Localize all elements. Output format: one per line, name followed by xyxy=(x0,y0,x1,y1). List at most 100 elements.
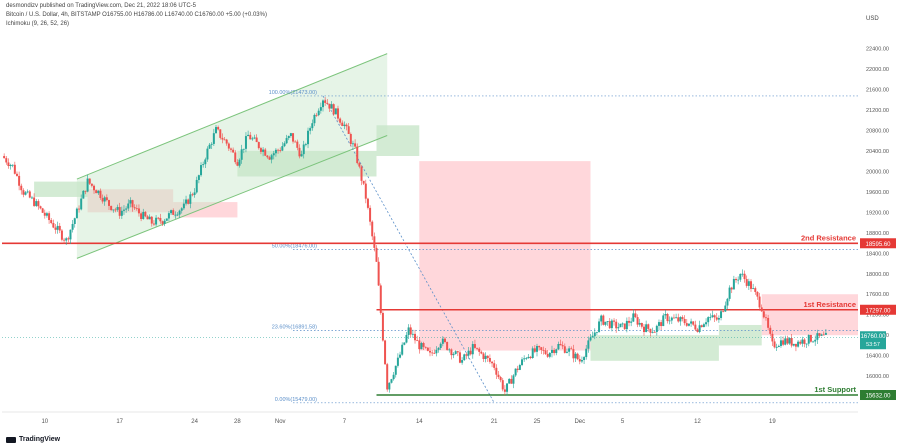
candle-body xyxy=(426,347,429,351)
candle-body xyxy=(717,317,720,320)
candle-body xyxy=(634,313,637,318)
candle-body xyxy=(514,368,517,376)
candle-body xyxy=(358,163,361,167)
candle-body xyxy=(495,367,498,375)
candle-body xyxy=(15,173,18,176)
candle-body xyxy=(65,238,68,241)
ichimoku-cloud xyxy=(34,125,858,361)
candle-body xyxy=(414,333,417,341)
candle-body xyxy=(649,328,652,333)
candle-body xyxy=(595,331,598,333)
candle-body xyxy=(242,148,245,150)
candle-body xyxy=(752,288,755,289)
candle-body xyxy=(638,322,641,325)
candle-body xyxy=(790,338,793,346)
candle-body xyxy=(223,139,226,141)
candle-body xyxy=(557,344,560,350)
candle-body xyxy=(764,317,767,319)
candle-body xyxy=(262,149,265,152)
candle-body xyxy=(122,209,125,211)
support-resistance-levels: 2nd Resistance 1st Resistance 1st Support xyxy=(2,233,858,396)
candle-body xyxy=(9,165,12,167)
candle-body xyxy=(129,200,132,204)
candle-body xyxy=(360,166,363,181)
candle-body xyxy=(84,190,87,192)
candle-body xyxy=(493,363,496,368)
x-tick-label: Nov xyxy=(275,419,286,425)
level-badge xyxy=(860,304,896,315)
candle-body xyxy=(255,137,258,143)
candle-body xyxy=(251,138,254,140)
candle-body xyxy=(349,133,352,145)
candle-body xyxy=(675,317,678,319)
candle-body xyxy=(600,315,603,322)
candle-body xyxy=(486,355,489,359)
candle-body xyxy=(465,354,468,356)
level-badge-text: 18595.60 xyxy=(865,242,891,248)
cloud-segment xyxy=(718,324,762,346)
candle-body xyxy=(296,141,299,148)
candle-body xyxy=(45,213,48,216)
candle-body xyxy=(521,359,524,366)
fib-trend-line xyxy=(322,95,495,404)
y-tick-label: 16400.00 xyxy=(866,354,889,360)
candle-body xyxy=(28,191,31,198)
candle-body xyxy=(473,344,476,348)
candle-body xyxy=(232,149,235,153)
candle-body xyxy=(531,348,534,358)
candle-body xyxy=(702,324,705,328)
level-name: 2nd Resistance xyxy=(801,233,856,242)
candle-body xyxy=(396,357,399,366)
candle-body xyxy=(364,183,367,199)
candle-body xyxy=(672,317,675,319)
candle-body xyxy=(758,296,761,308)
candle-body xyxy=(110,205,113,211)
candle-body xyxy=(728,287,731,299)
candle-body xyxy=(152,223,155,225)
candle-body xyxy=(127,203,130,209)
candle-body xyxy=(700,325,703,328)
candle-body xyxy=(39,206,42,209)
candle-body xyxy=(18,175,21,186)
candle-body xyxy=(285,138,288,144)
candle-body xyxy=(401,344,404,355)
candle-body xyxy=(236,162,239,166)
candle-body xyxy=(300,154,303,157)
candle-body xyxy=(797,341,800,347)
candle-body xyxy=(351,143,354,145)
time-axis: 10 17 24 28 Nov 7 14 21 25 Dec 5 12 19 xyxy=(2,411,858,425)
candle-body xyxy=(315,114,318,116)
candle-body xyxy=(563,346,566,353)
candle-body xyxy=(409,327,412,335)
candle-body xyxy=(794,343,797,347)
currency-label: USD xyxy=(866,16,879,22)
candle-body xyxy=(591,336,594,338)
candle-body xyxy=(722,311,725,313)
x-tick-label: 24 xyxy=(191,419,198,425)
candle-body xyxy=(103,197,106,202)
candle-body xyxy=(244,136,247,149)
candle-body xyxy=(803,339,806,344)
candle-body xyxy=(478,348,481,352)
candle-body xyxy=(657,322,660,326)
candle-body xyxy=(452,353,455,356)
candle-body xyxy=(747,281,750,286)
candle-body xyxy=(142,211,145,220)
candle-body xyxy=(302,144,305,155)
candle-body xyxy=(779,340,782,346)
candle-body xyxy=(48,213,51,221)
candle-body xyxy=(824,332,827,335)
fib-level-label: 0.00%(15479.00) xyxy=(275,397,317,403)
candle-body xyxy=(50,220,53,224)
x-tick-label: 17 xyxy=(116,419,123,425)
price-axis: USD 22400.00 22000.00 21600.00 21200.00 2080… xyxy=(866,16,889,380)
candle-body xyxy=(561,345,564,347)
candle-body xyxy=(467,350,470,356)
candle-body xyxy=(234,152,237,163)
candle-body xyxy=(60,230,63,240)
candle-body xyxy=(416,340,419,342)
candle-body xyxy=(668,320,671,322)
candle-body xyxy=(615,321,618,329)
candle-body xyxy=(11,164,14,166)
